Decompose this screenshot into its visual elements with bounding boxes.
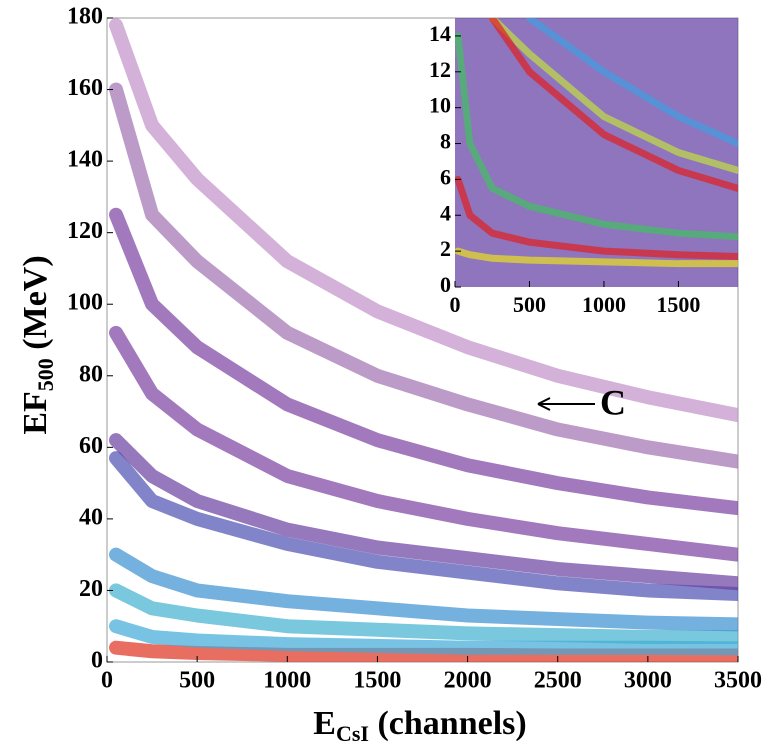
density-band xyxy=(455,32,738,241)
y-tick-label: 100 xyxy=(67,290,103,316)
x-tick-label: 0 xyxy=(450,292,461,317)
y-tick-label: 8 xyxy=(440,129,451,154)
y-axis-label: EF500 (MeV) xyxy=(17,255,58,434)
x-tick-label: 2000 xyxy=(444,668,492,694)
density-band xyxy=(109,451,738,602)
y-label-rest: (MeV) xyxy=(17,255,54,358)
y-tick-label: 20 xyxy=(79,576,103,602)
x-tick-label: 0 xyxy=(101,668,113,694)
density-band xyxy=(455,247,738,268)
x-tick-label: 3000 xyxy=(624,668,672,694)
x-tick-label: 3500 xyxy=(714,668,762,694)
y-tick-label: 0 xyxy=(440,272,451,297)
arrow-head xyxy=(537,397,551,411)
y-tick-label: 60 xyxy=(79,433,103,459)
y-tick-label: 180 xyxy=(67,4,103,30)
x-label-rest: (channels) xyxy=(369,705,527,742)
x-tick-label: 1000 xyxy=(263,668,311,694)
bands xyxy=(109,18,738,662)
main-plot: 0 500 1000 1500 2000 2500 3000 3500020406080100… xyxy=(67,4,762,694)
y-tick-label: 40 xyxy=(79,504,103,530)
x-label-sub: CsI xyxy=(336,721,369,746)
density-band xyxy=(109,619,738,656)
x-tick-label: 1500 xyxy=(656,292,700,317)
bands xyxy=(455,18,738,268)
y-tick-label: 0 xyxy=(91,648,103,674)
density-band xyxy=(109,583,738,644)
inset-background xyxy=(455,18,738,287)
x-axis-label: ECsI (channels) xyxy=(313,705,526,746)
y-label-main: EF xyxy=(17,391,54,434)
density-band xyxy=(488,18,738,174)
y-tick-label: 140 xyxy=(67,147,103,173)
y-tick-label: 6 xyxy=(440,164,451,189)
y-tick-label: 10 xyxy=(429,93,451,118)
density-band xyxy=(109,18,738,423)
x-tick-label: 1500 xyxy=(353,668,401,694)
density-band xyxy=(488,18,738,192)
y-tick-label: 2 xyxy=(440,236,451,261)
y-tick-label: 120 xyxy=(67,218,103,244)
density-band xyxy=(109,547,738,632)
inset-plot: 0 500 1000 1500 0 2 4 6 8 10 12 14 xyxy=(429,18,738,317)
density-band xyxy=(525,18,738,148)
density-band xyxy=(455,175,738,261)
density-band xyxy=(109,433,738,591)
y-tick-label: 80 xyxy=(79,361,103,387)
density-band xyxy=(109,82,738,469)
x-tick-label: 2500 xyxy=(534,668,582,694)
x-tick-label: 500 xyxy=(179,668,215,694)
y-tick-label: 4 xyxy=(440,200,451,225)
density-band xyxy=(109,640,738,662)
annotation: C xyxy=(600,382,626,422)
density-band xyxy=(109,207,738,516)
x-tick-label: 1000 xyxy=(582,292,626,317)
y-tick-label: 14 xyxy=(429,21,451,46)
density-band xyxy=(109,325,738,562)
y-tick-label: 160 xyxy=(67,75,103,101)
x-tick-label: 500 xyxy=(513,292,546,317)
x-label-main: E xyxy=(313,705,336,742)
y-label-sub: 500 xyxy=(33,358,58,391)
y-tick-label: 12 xyxy=(429,57,451,82)
